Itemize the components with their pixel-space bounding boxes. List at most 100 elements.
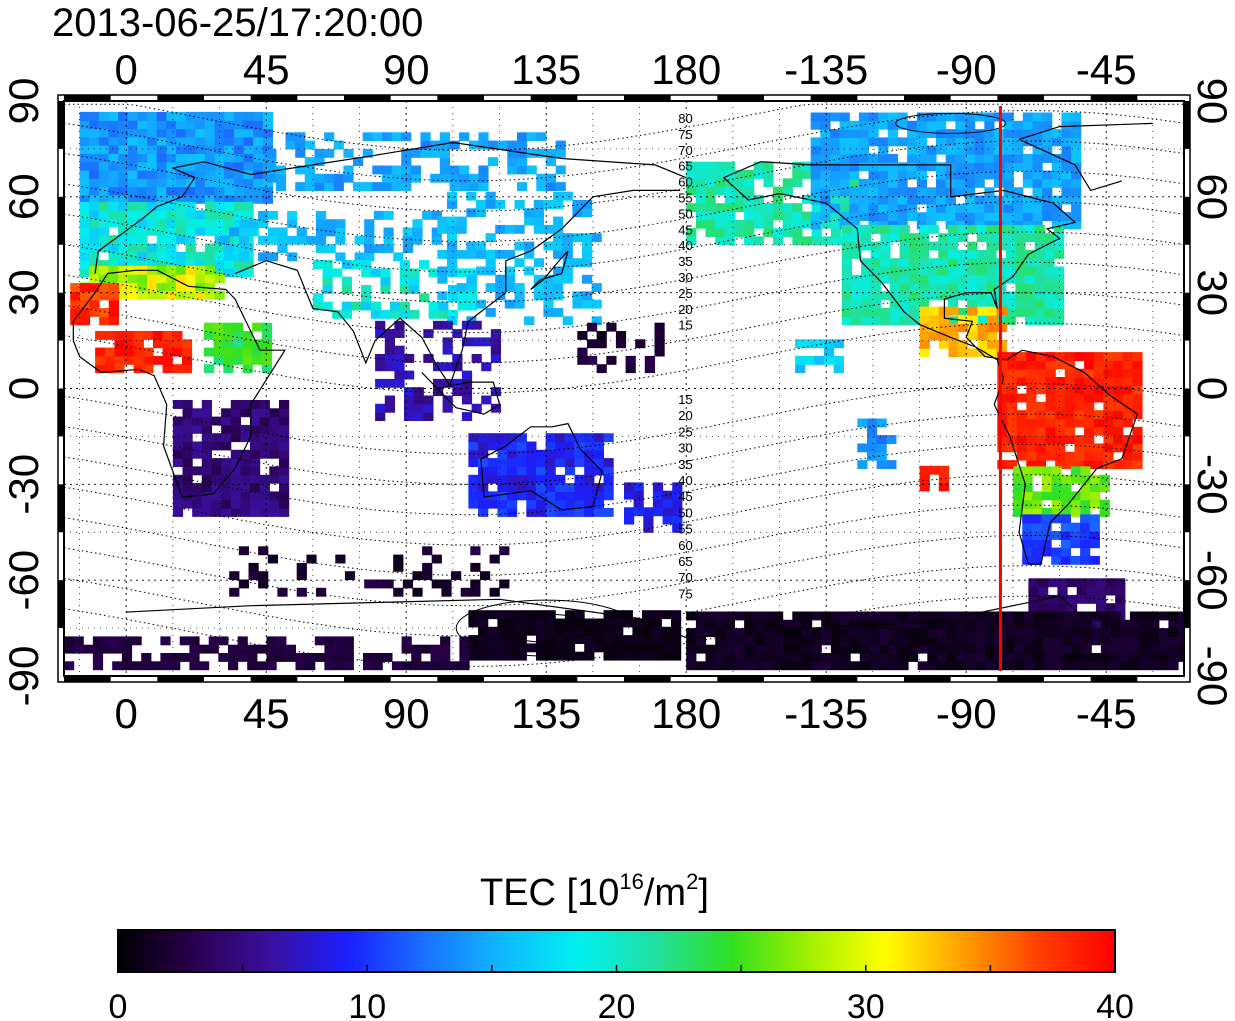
tec-cell: [773, 228, 784, 237]
tec-cell: [1084, 377, 1095, 386]
tec-cell: [1022, 137, 1033, 147]
tec-cell: [1041, 474, 1052, 484]
tec-cell: [545, 626, 556, 636]
lon-tick-label-top: -90: [936, 46, 997, 93]
tec-cell: [686, 611, 697, 621]
tec-cell: [1103, 377, 1114, 386]
tec-cell: [224, 186, 235, 196]
contour-label: 55: [678, 522, 692, 537]
tec-cell: [261, 347, 273, 357]
tec-cell: [259, 474, 270, 484]
tec-cell: [112, 636, 123, 646]
tec-cell: [1081, 661, 1092, 671]
contour-line: [64, 231, 1184, 303]
tec-cell: [662, 507, 673, 517]
tec-cell: [401, 148, 412, 158]
tec-cell: [879, 611, 890, 621]
tec-cell: [1042, 129, 1053, 138]
tec-cell: [201, 433, 212, 443]
tec-cell: [1041, 466, 1052, 476]
tec-cell: [1158, 636, 1169, 646]
tec-cell: [108, 308, 119, 317]
tec-cell: [375, 378, 386, 388]
tec-cell: [176, 265, 187, 275]
tec-cell: [582, 291, 593, 301]
tec-cell: [1064, 418, 1075, 428]
tec-cell: [162, 339, 173, 349]
tec-cell: [1035, 377, 1047, 386]
tec-cell: [230, 408, 241, 418]
tec-cell: [695, 636, 707, 646]
tec-cell: [802, 170, 813, 179]
lat-tick-label-right: 0: [1189, 377, 1235, 400]
tec-cell: [1062, 636, 1073, 646]
tec-cell: [792, 228, 803, 237]
tec-cell: [1122, 443, 1133, 453]
colorbar: TEC [1016/m2] 0 10 20 30 40: [109, 869, 1134, 1021]
contour-label: 15: [678, 392, 692, 407]
tec-cell: [314, 182, 325, 191]
tec-cell: [1007, 443, 1018, 453]
tec-cell: [232, 355, 244, 365]
tec-cell: [956, 661, 967, 671]
tec-cell: [734, 186, 745, 196]
tec-cell: [189, 644, 200, 654]
tec-cell: [1031, 547, 1043, 557]
tec-cell: [1013, 212, 1024, 222]
tec-cell: [857, 443, 868, 453]
tec-cell: [1035, 443, 1047, 453]
tec-cell: [279, 441, 290, 451]
tec-cell: [468, 483, 479, 492]
tec-cell: [986, 283, 997, 292]
tec-cell: [887, 154, 898, 163]
tec-cell: [686, 203, 697, 213]
tec-cell: [250, 441, 261, 451]
tec-cell: [851, 224, 862, 234]
tec-cell: [880, 308, 891, 317]
tec-cell: [820, 154, 831, 163]
tec-cell: [247, 661, 258, 671]
tec-cell: [439, 165, 450, 175]
tec-cell: [753, 619, 764, 629]
tec-cell: [108, 201, 119, 211]
tec-cell: [487, 635, 498, 644]
tec-cell: [672, 523, 683, 533]
tec-cell: [224, 111, 235, 121]
tec-cell: [253, 194, 264, 204]
tec-cell: [468, 499, 479, 509]
tec-cell: [986, 299, 997, 309]
tec-cell: [985, 661, 996, 671]
tec-cell: [243, 161, 254, 171]
tec-cell: [1100, 644, 1112, 654]
tec-cell: [316, 235, 327, 245]
tec-cell: [947, 241, 959, 251]
tec-cell: [383, 227, 394, 237]
tec-cell: [1025, 249, 1036, 259]
tec-cell: [976, 233, 987, 243]
tec-cell: [1054, 266, 1065, 276]
tec-cell: [897, 162, 908, 172]
tec-cell: [370, 309, 381, 319]
tec-cell: [1022, 212, 1033, 222]
tec-cell: [957, 291, 968, 301]
tec-cell: [1096, 603, 1107, 613]
tec-cell: [1072, 653, 1083, 662]
tec-cell: [162, 347, 173, 357]
tec-cell: [147, 251, 158, 261]
tec-cell: [485, 200, 496, 209]
tec-cell: [224, 136, 235, 146]
tec-cell: [868, 120, 879, 130]
frame-segment: [58, 196, 64, 245]
tec-cell: [478, 433, 489, 443]
tec-cell: [517, 182, 528, 191]
tec-cell: [672, 490, 683, 500]
tec-cell: [1091, 653, 1102, 662]
tec-cell: [423, 395, 434, 405]
tec-cell: [1025, 299, 1036, 309]
tec-cell: [267, 210, 278, 220]
tec-cell: [624, 515, 635, 525]
tec-cell: [724, 661, 735, 671]
tec-cell: [182, 400, 193, 409]
tec-cell: [127, 218, 138, 228]
tec-cell: [104, 331, 115, 340]
